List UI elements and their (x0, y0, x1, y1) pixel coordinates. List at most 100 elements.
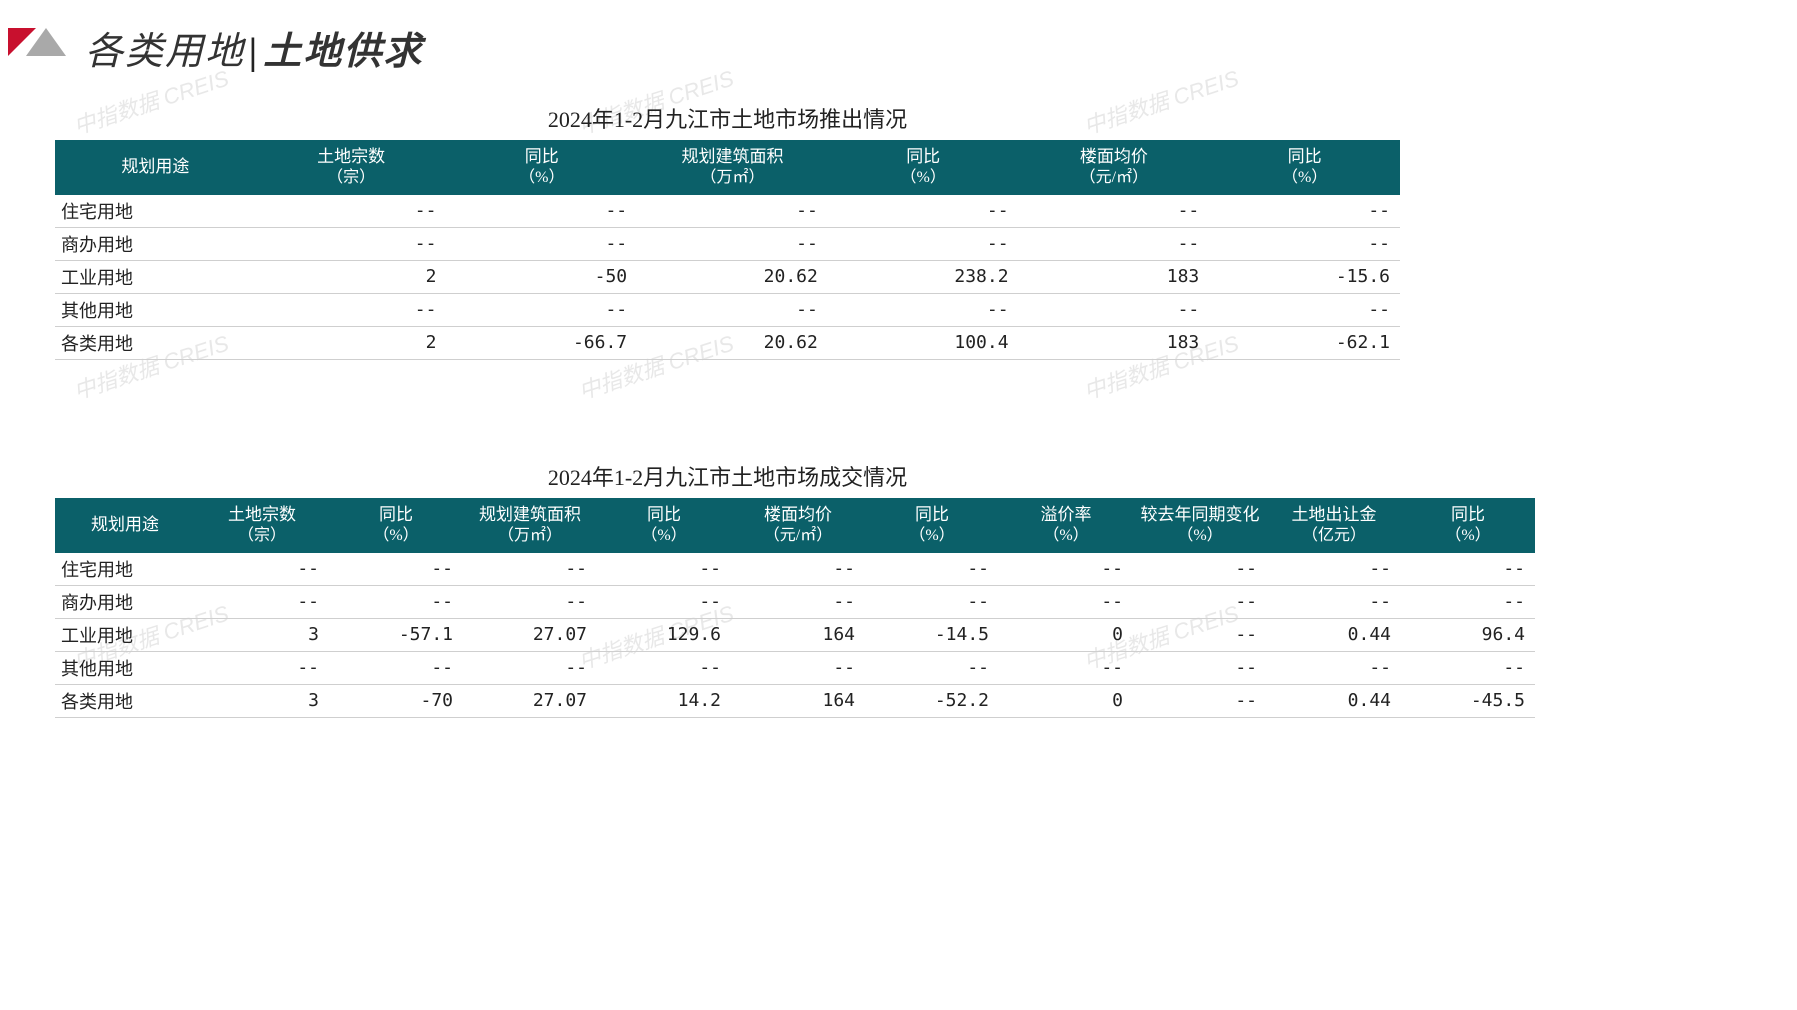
table-row: 商办用地------------ (55, 227, 1400, 260)
cell-value: 164 (731, 618, 865, 651)
cell-value: 27.07 (463, 618, 597, 651)
table-row: 商办用地-------------------- (55, 585, 1535, 618)
column-header: 同比（%） (828, 140, 1019, 195)
column-header: 土地出让金（亿元） (1267, 498, 1401, 553)
cell-value: -- (1133, 684, 1267, 717)
cell-value: 100.4 (828, 326, 1019, 359)
cell-value: -- (463, 553, 597, 586)
cell-value: -- (329, 585, 463, 618)
cell-value: 0.44 (1267, 618, 1401, 651)
cell-value: -- (446, 293, 637, 326)
cell-value: -- (1401, 553, 1535, 586)
cell-value: 20.62 (637, 326, 828, 359)
cell-value: 183 (1019, 326, 1210, 359)
cell-value: -- (1019, 227, 1210, 260)
cell-value: -50 (446, 260, 637, 293)
row-label: 工业用地 (55, 618, 195, 651)
supply-table-header: 规划用途土地宗数（宗）同比（%）规划建筑面积（万㎡）同比（%）楼面均价（元/㎡）… (55, 140, 1400, 195)
cell-value: 238.2 (828, 260, 1019, 293)
deal-table-section: 2024年1-2月九江市土地市场成交情况 规划用途土地宗数（宗）同比（%）规划建… (55, 460, 1400, 718)
cell-value: -- (597, 585, 731, 618)
cell-value: -- (597, 553, 731, 586)
cell-value: -- (256, 227, 447, 260)
column-header: 规划用途 (55, 498, 195, 553)
cell-value: -- (731, 651, 865, 684)
table-row: 其他用地-------------------- (55, 651, 1535, 684)
column-header: 楼面均价（元/㎡） (1019, 140, 1210, 195)
deal-table-title: 2024年1-2月九江市土地市场成交情况 (55, 460, 1400, 492)
cell-value: -- (446, 195, 637, 228)
row-label: 住宅用地 (55, 553, 195, 586)
cell-value: -- (1019, 293, 1210, 326)
cell-value: -- (195, 553, 329, 586)
cell-value: -- (1401, 585, 1535, 618)
cell-value: -- (999, 585, 1133, 618)
table-row: 工业用地2-5020.62238.2183-15.6 (55, 260, 1400, 293)
column-header: 同比（%） (597, 498, 731, 553)
cell-value: -15.6 (1209, 260, 1400, 293)
cell-value: -- (1209, 227, 1400, 260)
supply-table: 规划用途土地宗数（宗）同比（%）规划建筑面积（万㎡）同比（%）楼面均价（元/㎡）… (55, 140, 1400, 360)
table-row: 工业用地3-57.127.07129.6164-14.50--0.4496.4 (55, 618, 1535, 651)
table-row: 各类用地3-7027.0714.2164-52.20--0.44-45.5 (55, 684, 1535, 717)
cell-value: -- (463, 651, 597, 684)
cell-value: 164 (731, 684, 865, 717)
row-label: 其他用地 (55, 651, 195, 684)
column-header: 同比（%） (1209, 140, 1400, 195)
column-header: 规划用途 (55, 140, 256, 195)
column-header: 规划建筑面积（万㎡） (637, 140, 828, 195)
cell-value: -45.5 (1401, 684, 1535, 717)
cell-value: -- (999, 651, 1133, 684)
column-header: 较去年同期变化（%） (1133, 498, 1267, 553)
cell-value: -- (256, 195, 447, 228)
deal-table: 规划用途土地宗数（宗）同比（%）规划建筑面积（万㎡）同比（%）楼面均价（元/㎡）… (55, 498, 1535, 718)
cell-value: -- (1133, 585, 1267, 618)
cell-value: -- (1401, 651, 1535, 684)
cell-value: -- (1019, 195, 1210, 228)
cell-value: -57.1 (329, 618, 463, 651)
cell-value: -- (1267, 553, 1401, 586)
cell-value: -- (865, 651, 999, 684)
cell-value: -- (1209, 195, 1400, 228)
page-title-right: 土地供求 (263, 31, 423, 73)
cell-value: -66.7 (446, 326, 637, 359)
supply-table-title: 2024年1-2月九江市土地市场推出情况 (55, 102, 1400, 134)
cell-value: -- (828, 227, 1019, 260)
logo-triangle-red (8, 28, 36, 56)
cell-value: -14.5 (865, 618, 999, 651)
cell-value: -- (446, 227, 637, 260)
cell-value: 0 (999, 618, 1133, 651)
deal-table-header: 规划用途土地宗数（宗）同比（%）规划建筑面积（万㎡）同比（%）楼面均价（元/㎡）… (55, 498, 1535, 553)
cell-value: -62.1 (1209, 326, 1400, 359)
cell-value: -- (731, 553, 865, 586)
column-header: 土地宗数（宗） (195, 498, 329, 553)
row-label: 各类用地 (55, 684, 195, 717)
cell-value: -- (828, 195, 1019, 228)
column-header: 同比（%） (1401, 498, 1535, 553)
cell-value: -- (999, 553, 1133, 586)
table-row: 其他用地------------ (55, 293, 1400, 326)
page-title-left: 各类用地 (85, 31, 245, 73)
column-header: 溢价率（%） (999, 498, 1133, 553)
cell-value: 3 (195, 618, 329, 651)
cell-value: 0.44 (1267, 684, 1401, 717)
cell-value: -- (597, 651, 731, 684)
column-header: 楼面均价（元/㎡） (731, 498, 865, 553)
cell-value: -- (195, 651, 329, 684)
table-row: 各类用地2-66.720.62100.4183-62.1 (55, 326, 1400, 359)
cell-value: 183 (1019, 260, 1210, 293)
row-label: 工业用地 (55, 260, 256, 293)
logo-mark (8, 28, 66, 62)
cell-value: -- (865, 585, 999, 618)
cell-value: -- (256, 293, 447, 326)
cell-value: -- (1133, 553, 1267, 586)
cell-value: 2 (256, 260, 447, 293)
row-label: 商办用地 (55, 585, 195, 618)
column-header: 同比（%） (865, 498, 999, 553)
cell-value: -- (1267, 585, 1401, 618)
cell-value: -- (329, 553, 463, 586)
page-title: 各类用地|土地供求 (85, 20, 423, 75)
cell-value: -- (865, 553, 999, 586)
cell-value: -- (731, 585, 865, 618)
cell-value: -70 (329, 684, 463, 717)
